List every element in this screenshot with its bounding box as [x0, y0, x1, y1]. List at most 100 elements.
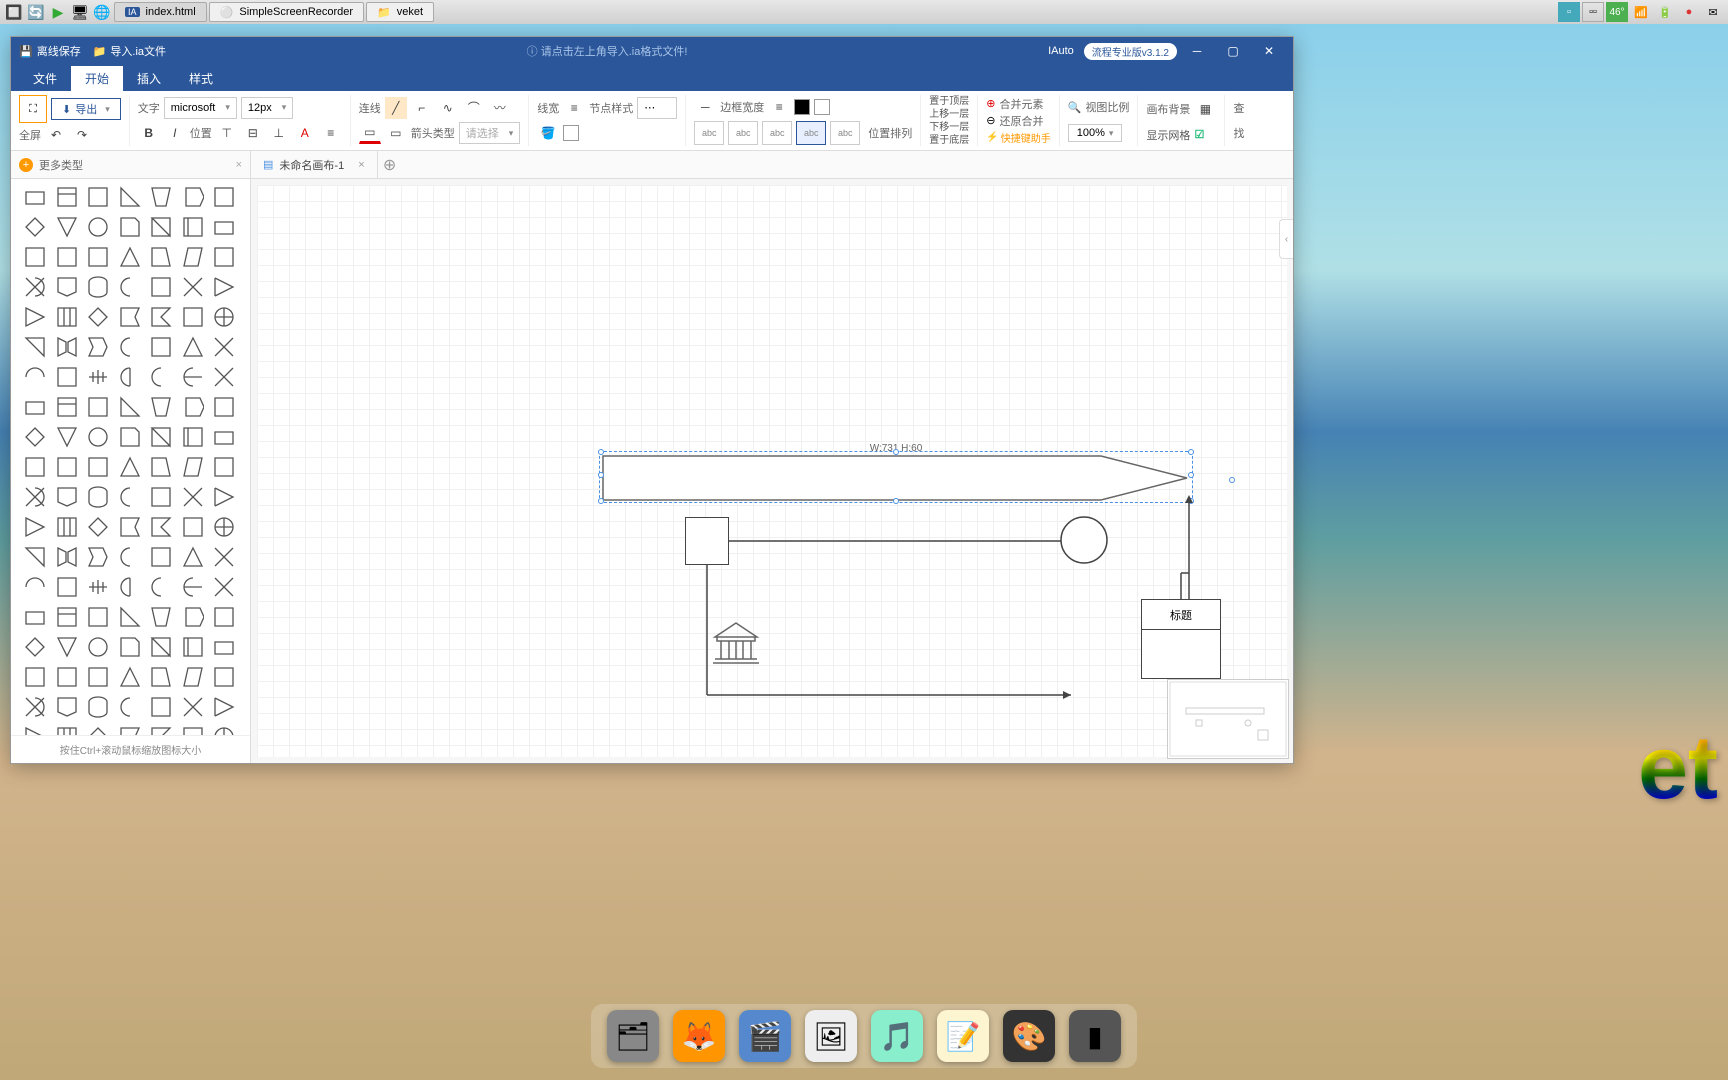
shape-stencil[interactable] [147, 633, 175, 661]
shape-stencil[interactable] [116, 273, 144, 301]
shape-stencil[interactable] [210, 273, 238, 301]
shape-stencil[interactable] [84, 693, 112, 721]
add-type-button[interactable]: + [19, 158, 33, 172]
selected-shape[interactable]: W:731 H:60 [601, 443, 1191, 501]
shape-stencil[interactable] [84, 303, 112, 331]
shape-stencil[interactable] [179, 603, 207, 631]
shape-stencil[interactable] [53, 633, 81, 661]
shape-stencil[interactable] [210, 483, 238, 511]
shape-stencil[interactable] [179, 213, 207, 241]
shortcut-hint[interactable]: ⚡ 快捷键助手 [986, 130, 1050, 145]
shape-stencil[interactable] [210, 213, 238, 241]
shape-stencil[interactable] [116, 393, 144, 421]
shape-stencil[interactable] [147, 393, 175, 421]
layer-down[interactable]: 下移一层 [929, 121, 969, 134]
shape-stencil[interactable] [21, 303, 49, 331]
shape-stencil[interactable] [210, 513, 238, 541]
layer-bottom[interactable]: 置于底层 [929, 134, 969, 147]
shape-stencil[interactable] [210, 633, 238, 661]
shape-stencil[interactable] [179, 633, 207, 661]
font-size-select[interactable]: 12px [241, 97, 293, 119]
shape-stencil[interactable] [84, 183, 112, 211]
sidebar-close-icon[interactable]: × [236, 159, 242, 171]
shape-stencil[interactable] [116, 543, 144, 571]
shape-stencil[interactable] [84, 483, 112, 511]
shape-stencil[interactable] [147, 543, 175, 571]
shape-stencil[interactable] [116, 693, 144, 721]
canvas-circle[interactable] [1059, 515, 1109, 565]
offline-save-button[interactable]: 💾 离线保存 [19, 43, 81, 59]
shape-stencil[interactable] [53, 483, 81, 511]
shape-stencil[interactable] [53, 603, 81, 631]
close-button[interactable]: ✕ [1253, 40, 1285, 62]
tray-window-icon[interactable]: ▫ [1558, 2, 1580, 22]
shape-stencil[interactable] [116, 423, 144, 451]
shape-stencil[interactable] [116, 573, 144, 601]
globe-icon[interactable]: 🌐 [92, 2, 112, 22]
shape-stencil[interactable] [84, 243, 112, 271]
shape-stencil[interactable] [179, 663, 207, 691]
expand-panel-button[interactable]: ‹ [1279, 219, 1293, 259]
shape-stencil[interactable] [210, 183, 238, 211]
align-left-button[interactable]: ≡ [320, 122, 342, 144]
shape-stencil[interactable] [116, 663, 144, 691]
shape-stencil[interactable] [179, 333, 207, 361]
shape-stencil[interactable] [21, 453, 49, 481]
shape-stencil[interactable] [84, 663, 112, 691]
shape-stencil[interactable] [84, 273, 112, 301]
menu-style[interactable]: 样式 [175, 66, 227, 91]
shape-stencil[interactable] [147, 183, 175, 211]
shape-stencil[interactable] [21, 543, 49, 571]
tray-temperature[interactable]: 46° [1606, 2, 1628, 22]
shape-stencil[interactable] [210, 603, 238, 631]
shape-stencil[interactable] [84, 453, 112, 481]
shape-stencil[interactable] [53, 693, 81, 721]
shape-stencil[interactable] [53, 573, 81, 601]
line-free-button[interactable]: 〰 [489, 97, 511, 119]
dock-icon-video[interactable]: 🎬 [739, 1010, 791, 1062]
maximize-button[interactable]: ▢ [1217, 40, 1249, 62]
shape-stencil[interactable] [53, 543, 81, 571]
taskbar-button-recorder[interactable]: ⚪ SimpleScreenRecorder [209, 2, 364, 22]
tray-windows-icon[interactable]: ▫▫ [1582, 2, 1604, 22]
shape-stencil[interactable] [147, 213, 175, 241]
shape-stencil[interactable] [53, 303, 81, 331]
shape-stencil[interactable] [210, 423, 238, 451]
export-button[interactable]: ⬇ 导出 [51, 98, 121, 120]
shape-stencil[interactable] [53, 513, 81, 541]
shape-stencil[interactable] [21, 423, 49, 451]
align-bottom-button[interactable]: ⊥ [268, 122, 290, 144]
line-straight-button[interactable]: ╱ [385, 97, 407, 119]
shape-stencil[interactable] [84, 573, 112, 601]
dock-icon-photos[interactable]: 🖼 [805, 1010, 857, 1062]
shape-stencil[interactable] [179, 273, 207, 301]
text-color-button[interactable]: A [294, 122, 316, 144]
dock-icon-terminal[interactable]: ▮ [1069, 1010, 1121, 1062]
shape-stencil[interactable] [84, 213, 112, 241]
shape-stencil[interactable] [116, 723, 144, 735]
shape-stencil[interactable] [21, 333, 49, 361]
shape-stencil[interactable] [210, 693, 238, 721]
shape-stencil[interactable] [116, 303, 144, 331]
canvas-area[interactable]: W:731 H:60 [251, 179, 1293, 763]
restore-merge-label[interactable]: 还原合并 [1000, 113, 1044, 129]
shape-stencil[interactable] [210, 573, 238, 601]
minimize-button[interactable]: ─ [1181, 40, 1213, 62]
abc-style-4[interactable]: abc [796, 121, 826, 145]
shape-stencil[interactable] [53, 453, 81, 481]
align-middle-button[interactable]: ⊟ [242, 122, 264, 144]
shape-stencil[interactable] [116, 183, 144, 211]
abc-style-1[interactable]: abc [694, 121, 724, 145]
shape-stencil[interactable] [147, 693, 175, 721]
shape-stencil[interactable] [179, 393, 207, 421]
shape-stencil[interactable] [210, 453, 238, 481]
abc-style-2[interactable]: abc [728, 121, 758, 145]
linewidth-button[interactable]: ≡ [563, 97, 585, 119]
add-tab-button[interactable]: ⊕ [378, 155, 402, 175]
shape-stencil[interactable] [53, 183, 81, 211]
line-elbow-button[interactable]: ⌐ [411, 97, 433, 119]
taskbar-button-veket[interactable]: 📁 veket [366, 2, 434, 22]
shape-stencil[interactable] [179, 423, 207, 451]
shape-stencil[interactable] [179, 453, 207, 481]
dock-icon-music[interactable]: 🎵 [871, 1010, 923, 1062]
